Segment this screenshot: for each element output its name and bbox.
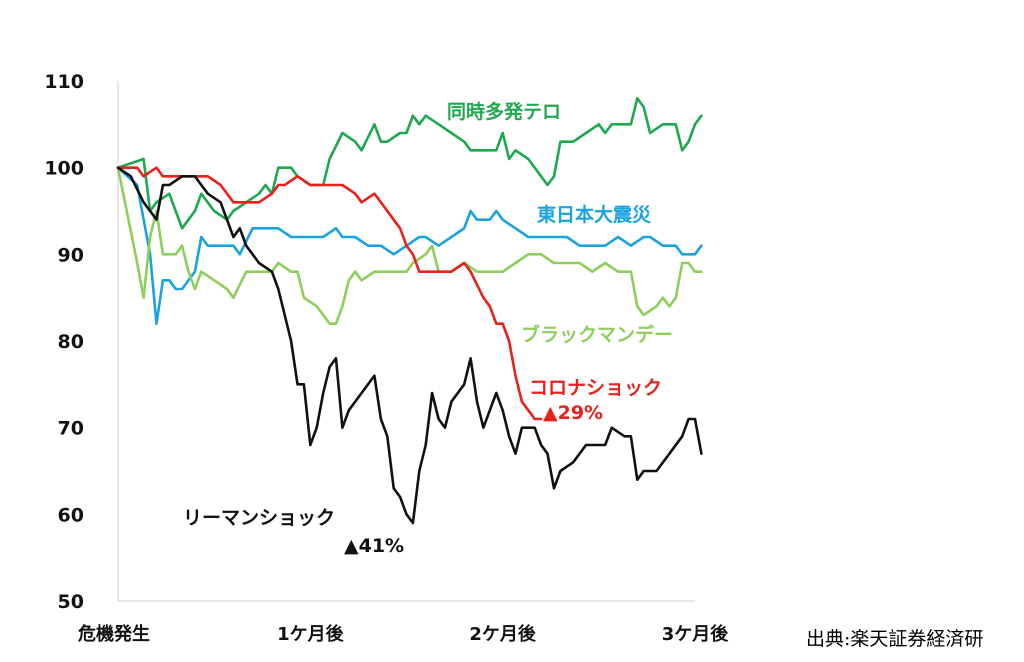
y-tick-label: 100 <box>44 158 84 180</box>
y-tick-label: 50 <box>58 591 84 613</box>
annotation-corona-drop: ▲29% <box>543 402 603 424</box>
series-line-earthquake <box>116 166 703 325</box>
series-line-lehman <box>116 166 703 525</box>
label-terror: 同時多発テロ <box>447 100 561 123</box>
series-lines <box>116 97 703 525</box>
x-tick-label: 1ケ月後 <box>277 623 345 645</box>
axes: 50 60 70 80 90 100 110 危機発生 1ケ月後 2ケ月後 3ケ月後 <box>44 71 729 645</box>
label-lehman: リーマンショック <box>183 507 335 529</box>
y-tick-label: 70 <box>58 418 84 440</box>
series-line-terror <box>116 97 703 230</box>
label-earthquake: 東日本大震災 <box>537 203 652 226</box>
x-tick-label: 危機発生 <box>77 623 150 645</box>
label-black-monday: ブラックマンデー <box>521 323 673 346</box>
y-tick-label: 60 <box>58 504 84 526</box>
label-corona: コロナショック <box>529 377 662 399</box>
y-tick-label: 80 <box>58 331 84 353</box>
x-tick-label: 2ケ月後 <box>469 623 537 645</box>
y-tick-label: 110 <box>44 71 84 93</box>
series-line-corona <box>116 166 543 421</box>
annotation-lehman-drop: ▲41% <box>344 535 404 557</box>
x-tick-label: 3ケ月後 <box>662 623 730 645</box>
y-tick-label: 90 <box>58 244 84 266</box>
source-note: 出典:楽天証券経済研 <box>806 628 984 650</box>
series-line-black-monday <box>116 166 703 325</box>
